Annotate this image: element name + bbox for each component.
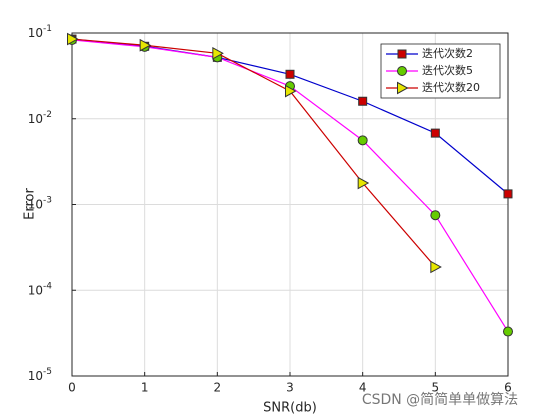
watermark: CSDN @简简单单做算法 <box>362 391 518 408</box>
y-tick-base: 10 <box>28 26 43 40</box>
y-tick-base: 10 <box>28 111 43 125</box>
data-point <box>430 260 442 274</box>
x-tick-label: 4 <box>359 381 367 395</box>
legend-label: 迭代次数5 <box>422 63 473 77</box>
data-point <box>212 46 224 60</box>
y-tick-base: 10 <box>28 369 43 383</box>
data-point <box>357 135 368 146</box>
data-point <box>358 96 368 106</box>
y-tick-exponent: -5 <box>43 367 52 377</box>
y-tick-label: 10-2 <box>28 109 52 125</box>
y-tick-label: 10-5 <box>28 367 52 383</box>
x-tick-label: 0 <box>68 381 76 395</box>
data-point <box>503 326 513 337</box>
y-tick-label: 10-1 <box>28 24 52 40</box>
y-axis-label: Error <box>23 188 38 220</box>
y-tick-base: 10 <box>28 197 43 211</box>
axes-box <box>71 32 509 377</box>
y-tick-label: 10-4 <box>28 281 53 297</box>
data-point <box>67 32 79 46</box>
x-axis-label: SNR(db) <box>263 401 317 416</box>
series-line <box>71 38 436 268</box>
x-tick-label: 2 <box>214 381 222 395</box>
data-point <box>285 84 297 98</box>
y-tick-exponent: -2 <box>43 109 52 119</box>
data-point <box>139 38 152 52</box>
legend-marker <box>397 81 409 95</box>
x-tick-label: 3 <box>286 381 294 395</box>
legend-marker <box>397 66 407 76</box>
data-point <box>430 128 440 138</box>
data-point <box>430 210 441 221</box>
legend-marker <box>397 49 407 59</box>
legend-label: 迭代次数2 <box>422 46 473 60</box>
y-tick-label: 10-3 <box>28 195 52 211</box>
x-tick-label: 6 <box>504 381 512 395</box>
data-point <box>357 176 370 190</box>
x-tick-label: 1 <box>141 381 149 395</box>
data-point <box>503 189 513 199</box>
y-tick-exponent: -4 <box>43 281 52 291</box>
y-tick-exponent: -1 <box>43 24 52 34</box>
legend-label: 迭代次数20 <box>422 80 480 94</box>
x-tick-label: 5 <box>432 381 440 395</box>
data-point <box>285 69 295 79</box>
y-tick-base: 10 <box>28 283 43 297</box>
y-tick-exponent: -3 <box>43 195 52 205</box>
